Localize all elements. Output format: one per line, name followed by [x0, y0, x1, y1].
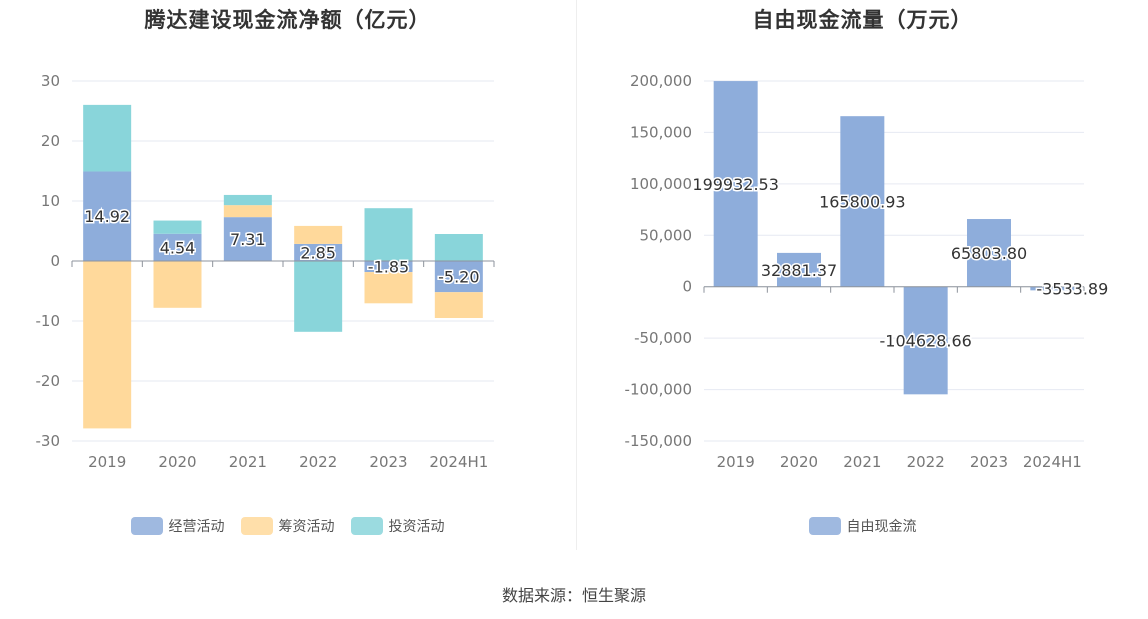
bar-投资活动: [83, 104, 132, 172]
bar-投资活动: [153, 220, 202, 234]
chart-title: 自由现金流量（万元）: [752, 8, 973, 32]
legend-label: 经营活动: [168, 519, 225, 535]
data-label: -5.20: [438, 268, 479, 287]
bar-筹资活动: [223, 205, 272, 218]
x-tick-label: 2024H1: [1023, 453, 1082, 471]
data-label: 32881.37: [761, 261, 837, 280]
bar-筹资活动: [153, 261, 202, 308]
bar-投资活动: [434, 234, 483, 261]
bar-筹资活动: [434, 292, 483, 318]
legend-item[interactable]: 经营活动: [130, 516, 225, 536]
bar-自由现金流: [903, 286, 948, 395]
data-label: 7.31: [230, 230, 266, 249]
bar-筹资活动: [83, 261, 132, 429]
bar-自由现金流: [840, 116, 885, 287]
legend-label: 投资活动: [388, 519, 445, 535]
chart-legend: 经营活动 筹资活动 投资活动: [0, 516, 575, 536]
legend-item[interactable]: 投资活动: [350, 516, 445, 536]
chart-title: 腾达建设现金流净额（亿元）: [144, 8, 431, 32]
legend-swatch: [130, 517, 163, 535]
x-tick-label: 2019: [88, 453, 126, 471]
x-tick-label: 2023: [369, 453, 407, 471]
bar-筹资活动: [294, 225, 343, 244]
x-tick-label: 2021: [843, 453, 881, 471]
x-tick-label: 2021: [229, 453, 267, 471]
y-tick-label: -10: [36, 312, 61, 330]
y-tick-label: -150,000: [625, 432, 692, 450]
bar-经营活动: [434, 261, 483, 293]
y-tick-label: 0: [50, 252, 60, 270]
y-tick-label: -50,000: [634, 329, 692, 347]
free-cashflow-chart-panel: 自由现金流量（万元） 200,000 150,000 100,000 50,000 0 -…: [577, 0, 1148, 550]
cashflow-net-chart-panel: 腾达建设现金流净额（亿元） 30 20 10 0 -10 -20 -30 2019 2020 20…: [0, 0, 575, 550]
bar-经营活动: [83, 171, 132, 261]
y-tick-label: 10: [41, 192, 60, 210]
x-tick-label: 2019: [717, 453, 755, 471]
y-tick-label: 100,000: [630, 175, 692, 193]
x-tick-label: 2020: [780, 453, 818, 471]
legend-label: 筹资活动: [278, 519, 335, 535]
free-cashflow-chart: 200,000 150,000 100,000 50,000 0 -50,000 -100,…: [625, 72, 1110, 471]
data-label: 2.85: [300, 243, 336, 262]
bar-自由现金流: [1030, 286, 1075, 291]
bar-自由现金流: [713, 81, 758, 287]
y-tick-label: 20: [41, 132, 60, 150]
data-label: 199932.53: [692, 175, 779, 194]
cashflow-net-chart: 30 20 10 0 -10 -20 -30 2019 2020 2021 2022 2023 2024…: [36, 72, 495, 471]
legend-item[interactable]: 自由现金流: [808, 516, 917, 536]
y-tick-label: 0: [682, 278, 692, 296]
bar-投资活动: [364, 208, 413, 261]
bar-自由现金流: [777, 252, 821, 287]
bar-经营活动: [153, 233, 202, 261]
y-tick-label: 50,000: [640, 226, 693, 244]
bar-自由现金流: [967, 219, 1011, 287]
data-label: -1.85: [368, 258, 409, 277]
chart-legend: 自由现金流: [577, 516, 1148, 536]
bar-经营活动: [223, 217, 272, 261]
data-label: 4.54: [160, 238, 196, 257]
y-tick-label: -30: [36, 432, 61, 450]
bar-筹资活动: [364, 272, 413, 304]
y-tick-label: 200,000: [630, 72, 692, 90]
legend-item[interactable]: 筹资活动: [240, 516, 335, 536]
data-source-note: 数据来源：恒生聚源: [501, 586, 646, 605]
legend-label: 自由现金流: [846, 519, 917, 535]
y-tick-label: 30: [41, 72, 60, 90]
y-tick-label: 150,000: [630, 123, 692, 141]
x-tick-label: 2024H1: [429, 453, 488, 471]
bar-投资活动: [223, 194, 272, 206]
x-tick-label: 2022: [299, 453, 337, 471]
panel-divider: [576, 0, 577, 550]
bar-经营活动: [364, 261, 413, 273]
y-tick-label: -20: [36, 372, 61, 390]
y-tick-label: -100,000: [625, 381, 692, 399]
bar-经营活动: [294, 243, 343, 261]
data-label: -104628.66: [880, 332, 972, 351]
data-label: -3533.89: [1036, 280, 1108, 299]
data-label: 165800.93: [819, 192, 906, 211]
x-tick-label: 2020: [158, 453, 196, 471]
legend-swatch: [808, 517, 841, 535]
legend-swatch: [350, 517, 383, 535]
data-label: 65803.80: [951, 244, 1027, 263]
data-label: 14.92: [84, 207, 130, 226]
legend-swatch: [240, 517, 273, 535]
x-tick-label: 2023: [970, 453, 1008, 471]
x-tick-label: 2022: [907, 453, 945, 471]
bar-投资活动: [294, 261, 343, 332]
